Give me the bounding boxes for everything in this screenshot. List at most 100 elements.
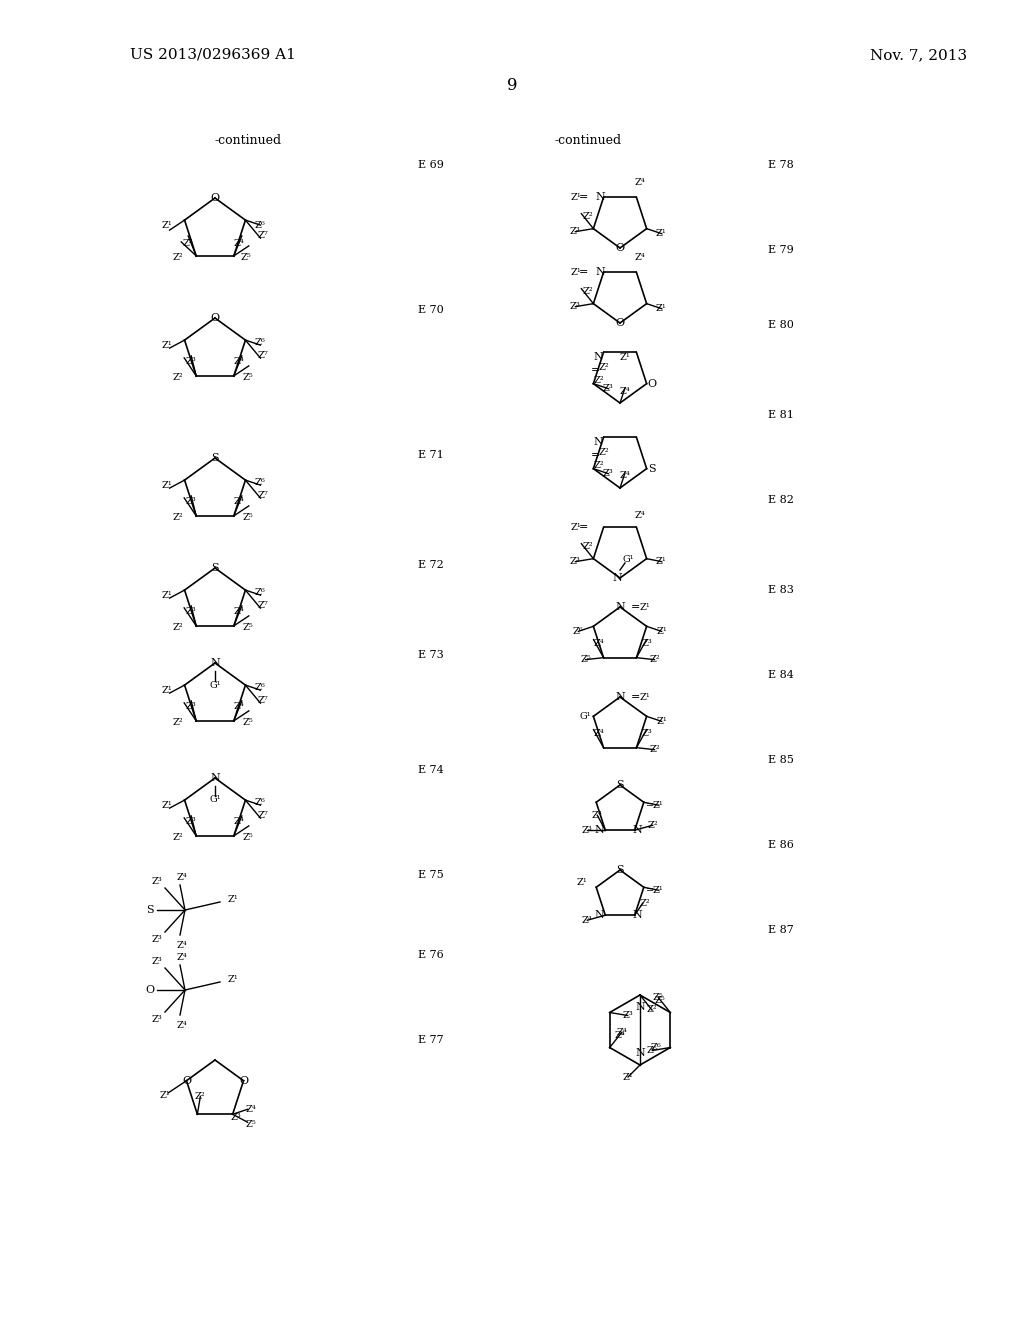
Text: E 76: E 76 [418, 950, 443, 960]
Text: =: = [579, 268, 588, 277]
Text: E 86: E 86 [768, 840, 794, 850]
Text: Z⁴: Z⁴ [176, 1020, 187, 1030]
Text: E 80: E 80 [768, 319, 794, 330]
Text: Z²: Z² [583, 543, 594, 552]
Text: Z³: Z³ [185, 607, 197, 616]
Text: Z¹: Z¹ [652, 886, 664, 895]
Text: Z⁴: Z⁴ [233, 498, 244, 507]
Text: Z¹: Z¹ [655, 230, 666, 238]
Text: Z⁵: Z⁵ [241, 253, 251, 263]
Text: E 70: E 70 [418, 305, 443, 315]
Text: N: N [635, 1002, 645, 1012]
Text: N: N [633, 825, 643, 836]
Text: Z²: Z² [173, 833, 183, 842]
Text: E 81: E 81 [768, 411, 794, 420]
Text: Z⁵: Z⁵ [243, 374, 253, 383]
Text: Z¹: Z¹ [656, 627, 667, 636]
Text: Z⁶: Z⁶ [255, 220, 266, 230]
Text: Z³: Z³ [152, 936, 163, 945]
Text: Z¹: Z¹ [570, 268, 581, 277]
Text: E 77: E 77 [418, 1035, 443, 1045]
Text: E 82: E 82 [768, 495, 794, 506]
Text: Z⁵: Z⁵ [243, 623, 253, 632]
Text: N: N [210, 657, 220, 668]
Text: N: N [596, 268, 605, 277]
Text: Z⁴: Z⁴ [616, 1028, 627, 1038]
Text: Z⁴: Z⁴ [582, 916, 593, 925]
Text: N: N [594, 911, 604, 920]
Text: Z⁴: Z⁴ [233, 607, 244, 616]
Text: N: N [633, 911, 643, 920]
Text: Z¹: Z¹ [655, 557, 666, 566]
Text: Z¹: Z¹ [161, 341, 172, 350]
Text: Z⁴: Z⁴ [614, 1031, 625, 1040]
Text: E 83: E 83 [768, 585, 794, 595]
Text: N: N [596, 193, 605, 202]
Text: Z³: Z³ [230, 1113, 241, 1122]
Text: O: O [211, 313, 219, 323]
Text: Z¹: Z¹ [655, 304, 666, 313]
Text: Z²: Z² [598, 447, 609, 457]
Text: Z³: Z³ [570, 302, 581, 312]
Text: Z⁴: Z⁴ [620, 387, 631, 396]
Text: S: S [648, 463, 655, 474]
Text: O: O [615, 243, 625, 253]
Text: E 74: E 74 [418, 766, 443, 775]
Text: Z²: Z² [583, 288, 594, 296]
Text: Z²: Z² [173, 623, 183, 632]
Text: G¹: G¹ [209, 681, 221, 689]
Text: Z⁷: Z⁷ [258, 601, 269, 610]
Text: Z⁶: Z⁶ [651, 1043, 662, 1052]
Text: Z²: Z² [598, 363, 609, 372]
Text: O: O [647, 379, 656, 388]
Text: Z⁴: Z⁴ [634, 178, 645, 187]
Text: Z¹: Z¹ [161, 590, 172, 599]
Text: Z⁵: Z⁵ [581, 655, 591, 664]
Text: Z³: Z³ [570, 227, 581, 236]
Text: Z⁶: Z⁶ [647, 1045, 657, 1055]
Text: Z³: Z³ [623, 1011, 633, 1020]
Text: Z³: Z³ [152, 878, 163, 887]
Text: =: = [591, 450, 600, 461]
Text: Z¹: Z¹ [227, 895, 239, 904]
Text: E 69: E 69 [418, 160, 443, 170]
Text: Z⁴: Z⁴ [593, 639, 604, 648]
Text: Z²: Z² [173, 253, 183, 263]
Text: Z⁴: Z⁴ [620, 471, 631, 480]
Text: =: = [646, 886, 654, 895]
Text: E 79: E 79 [768, 246, 794, 255]
Text: G¹: G¹ [209, 796, 221, 804]
Text: S: S [211, 453, 219, 463]
Text: Z¹: Z¹ [652, 801, 664, 809]
Text: Z⁷: Z⁷ [258, 231, 269, 240]
Text: Z⁴: Z⁴ [246, 1105, 256, 1114]
Text: G¹: G¹ [623, 556, 634, 565]
Text: Z⁷: Z⁷ [258, 810, 269, 820]
Text: Z²: Z² [173, 513, 183, 523]
Text: O: O [182, 1076, 191, 1086]
Text: =: = [646, 801, 654, 809]
Text: N: N [612, 573, 622, 583]
Text: Z⁷: Z⁷ [258, 351, 269, 359]
Text: Z¹: Z¹ [623, 1072, 634, 1081]
Text: S: S [146, 906, 154, 915]
Text: Z³: Z³ [185, 498, 197, 507]
Text: Z⁴: Z⁴ [176, 874, 187, 883]
Text: Z³: Z³ [641, 639, 652, 648]
Text: Z⁴: Z⁴ [233, 817, 244, 826]
Text: O: O [211, 193, 219, 203]
Text: Z¹: Z¹ [570, 523, 581, 532]
Text: Z²: Z² [593, 461, 604, 470]
Text: Z³: Z³ [582, 826, 593, 834]
Text: Z⁶: Z⁶ [255, 478, 266, 487]
Text: Z¹: Z¹ [161, 801, 172, 809]
Text: Z⁴: Z⁴ [634, 511, 645, 520]
Text: Z⁵: Z⁵ [653, 993, 664, 1002]
Text: Z³: Z³ [603, 384, 613, 393]
Text: -continued: -continued [554, 133, 622, 147]
Text: =: = [579, 523, 588, 532]
Text: Z²: Z² [195, 1092, 206, 1101]
Text: Z¹: Z¹ [620, 352, 630, 362]
Text: Z¹: Z¹ [161, 220, 172, 230]
Text: N: N [594, 352, 603, 363]
